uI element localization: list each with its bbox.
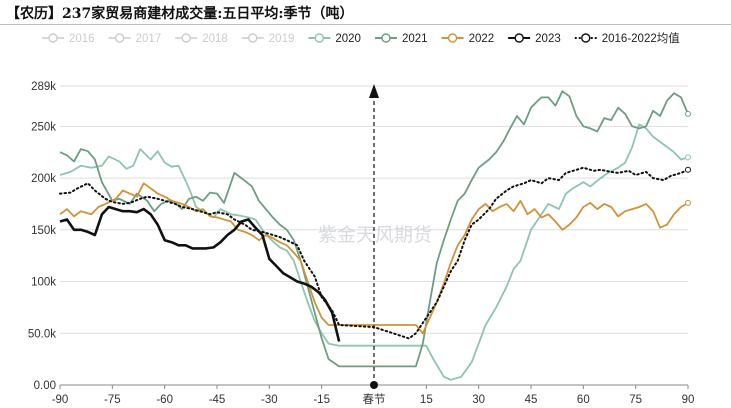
x-tick-label: 75 [629,394,642,406]
legend-marker-icon [48,33,58,43]
legend-marker-icon [248,33,258,43]
x-tick-label: -45 [209,394,226,406]
series-line-2020 [59,123,689,381]
y-tick-label: 100k [31,277,56,289]
arrow-head-icon [369,84,379,98]
legend-label: 2018 [202,33,228,45]
series-line-2022 [59,182,689,335]
x-tick-label: 45 [525,394,538,406]
y-tick-label: 150k [31,225,56,237]
legend-item[interactable]: 2018 [175,33,228,45]
x-tick-label: 春节 [363,393,386,406]
title-divider [0,24,731,25]
legend-marker-icon [181,33,191,43]
chart-title: 【农历】237家贸易商建材成交量:五日平均:季节（吨） [6,6,354,22]
x-tick-label: -75 [104,394,121,406]
legend-label: 2022 [469,33,495,45]
watermark-text: 紫金天风期货 [318,224,432,246]
legend-item[interactable]: 2023 [508,33,561,45]
series-end-marker [685,110,691,117]
y-tick-label: 0.00 [34,380,56,392]
legend-marker-icon [114,33,125,43]
legend-item[interactable]: 2017 [108,33,162,45]
series-line-2023 [59,205,341,342]
legend: 2016 2017 2018 2019 2020 2021 2022 2023 2016-202… [42,32,680,45]
x-tick-label: 90 [682,394,695,406]
x-tick-label: -30 [261,394,278,406]
spring-festival-dot [370,381,378,389]
legend-marker-icon [381,33,391,43]
y-tick-label: 289k [31,81,56,93]
legend-label: 2019 [269,33,295,45]
legend-label: 2016-2022均值 [602,32,680,45]
legend-item[interactable]: 2021 [374,33,428,45]
legend-label: 2017 [136,33,162,45]
x-tick-label: 30 [472,394,485,406]
series-end-marker [685,166,691,173]
y-tick-label: 200k [31,173,56,185]
legend-item[interactable]: 2016-2022均值 [574,32,680,45]
series-line-2021 [59,90,689,368]
legend-label: 2023 [535,33,561,45]
legend-marker-icon [581,33,591,43]
legend-marker-icon [314,33,325,43]
series-end-marker [685,154,691,161]
series-line-2016-2022均值 [59,166,689,340]
legend-item[interactable]: 2022 [441,33,495,45]
legend-marker-icon [447,33,458,43]
legend-label: 2016 [69,33,95,45]
legend-label: 2021 [402,33,428,45]
legend-label: 2020 [335,33,361,45]
legend-item[interactable]: 2016 [42,33,95,45]
legend-marker-icon [514,33,524,43]
y-axis: 0.00 50.0k 100k 150k 200k 250k 289k [28,81,56,392]
series-end-marker [685,199,691,206]
legend-item[interactable]: 2019 [241,33,295,45]
y-tick-label: 50.0k [28,328,56,340]
spring-festival-marker [369,84,379,389]
x-tick-label: -90 [52,394,69,406]
y-tick-label: 250k [31,121,56,133]
x-tick-label: 15 [420,394,433,406]
x-tick-label: 60 [577,394,590,406]
series-group [59,90,691,381]
x-axis: -90 -75 -60 -45 -30 -15 春节 15 30 45 60 75 90 [52,385,695,406]
x-tick-label: -15 [313,394,330,406]
legend-item[interactable]: 2020 [308,33,361,45]
x-tick-label: -60 [156,394,173,406]
